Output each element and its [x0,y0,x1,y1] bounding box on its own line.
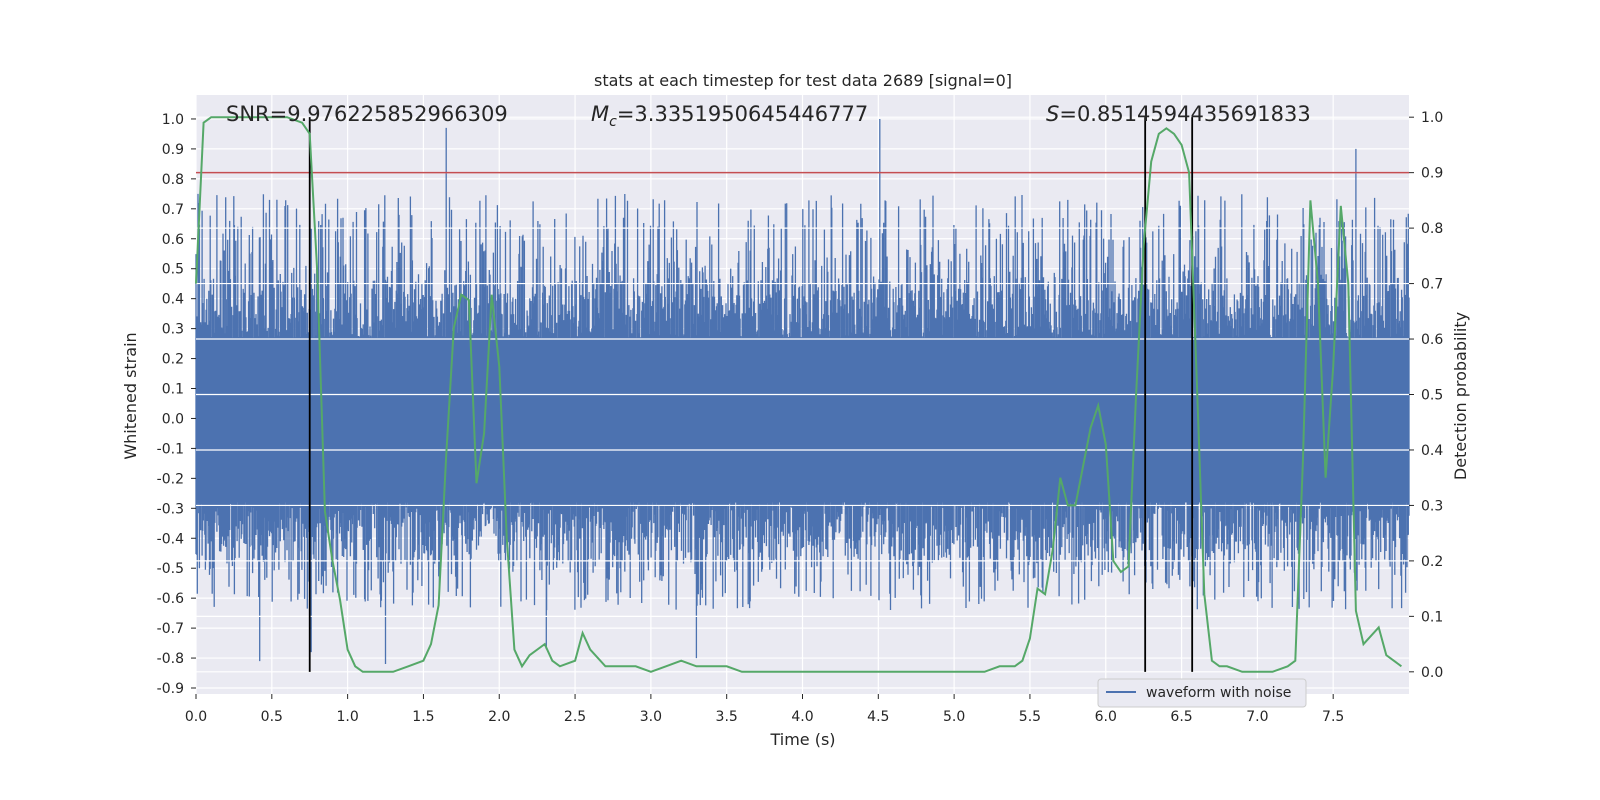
y-tick-label: 0.8 [162,172,184,188]
waveform-layer [195,119,1410,664]
y-tick-label: -0.2 [157,471,184,487]
y2-tick-label: 0.4 [1421,443,1443,459]
x-tick-label: 7.5 [1322,709,1344,725]
vertical-lines-layer [308,117,1194,672]
y-tick-label: 0.9 [162,142,184,158]
s-annotation: S=0.8514594435691833 [1046,102,1311,126]
detection-probability-line [195,116,1402,673]
y2-tick-label: 0.2 [1421,554,1443,570]
x-tick-label: 3.0 [640,709,662,725]
probability-layer [195,116,1402,673]
y-tick-label: -0.8 [157,651,184,667]
y2-tick-label: 0.6 [1421,332,1443,348]
x-tick-label: 7.0 [1246,709,1268,725]
x-tick-label: 0.5 [261,709,283,725]
mc-value: =3.3351950645446777 [617,102,868,126]
y-tick-label: -0.4 [157,531,184,547]
x-tick-label: 0.0 [185,709,207,725]
y-axis-label: Whitened strain [121,332,140,459]
x-tick-label: 4.5 [867,709,889,725]
y-tick-label: 0.4 [162,292,184,308]
y2-tick-label: 0.9 [1421,166,1443,182]
y-tick-label: 0.6 [162,232,184,248]
s-symbol: S [1046,102,1059,126]
y-tick-label: -0.3 [157,501,184,517]
y2-tick-label: 0.1 [1421,609,1443,625]
x-tick-label: 5.5 [1019,709,1041,725]
y2-tick-label: 0.8 [1421,221,1443,237]
x-tick-label: 1.0 [336,709,358,725]
x-tick-label: 3.5 [716,709,738,725]
y-tick-label: 0.1 [162,382,184,398]
y2-tick-label: 1.0 [1421,110,1443,126]
x-tick-label: 6.0 [1095,709,1117,725]
y2-tick-label: 0.7 [1421,277,1443,293]
legend-box [1097,678,1307,708]
y2-tick-label: 0.5 [1421,388,1443,404]
y2-tick-label: 0.3 [1421,498,1443,514]
s-value: =0.8514594435691833 [1059,102,1310,126]
mc-symbol: M [591,102,609,126]
y2-axis-label: Detection probability [1451,312,1470,480]
y-tick-label: -0.5 [157,561,184,577]
chirp-mass-annotation: Mc=3.3351950645446777 [591,102,868,130]
y-tick-label: 0.7 [162,202,184,218]
x-tick-label: 1.5 [412,709,434,725]
y-tick-label: 0.2 [162,352,184,368]
mc-subscript: c [609,114,617,130]
x-tick-label: 2.5 [564,709,586,725]
y2-tick-label: 0.0 [1421,665,1443,681]
legend-label: waveform with noise [1146,685,1291,701]
ticks-layer: 0.0 0.5 1.0 1.5 2.0 2.5 3.0 3.5 4.0 4.5 5.0 5.5 6.0 6… [157,110,1444,725]
y-tick-label: -0.7 [157,621,184,637]
x-tick-label: 5.0 [943,709,965,725]
x-tick-label: 6.5 [1170,709,1192,725]
y-tick-label: 0.5 [162,262,184,278]
y-tick-label: -0.6 [157,591,184,607]
y-tick-label: 1.0 [162,112,184,128]
x-tick-label: 4.0 [791,709,813,725]
y-tick-label: -0.1 [157,441,184,457]
snr-annotation: SNR=9.976225852966309 [226,102,508,126]
x-tick-label: 2.0 [488,709,510,725]
x-axis-label: Time (s) [769,730,835,749]
legend: waveform with noise [1097,678,1307,708]
chart-title: stats at each timestep for test data 268… [594,71,1012,90]
y-tick-label: 0.0 [162,411,184,427]
y-tick-label: 0.3 [162,322,184,338]
y-tick-label: -0.9 [157,681,184,697]
